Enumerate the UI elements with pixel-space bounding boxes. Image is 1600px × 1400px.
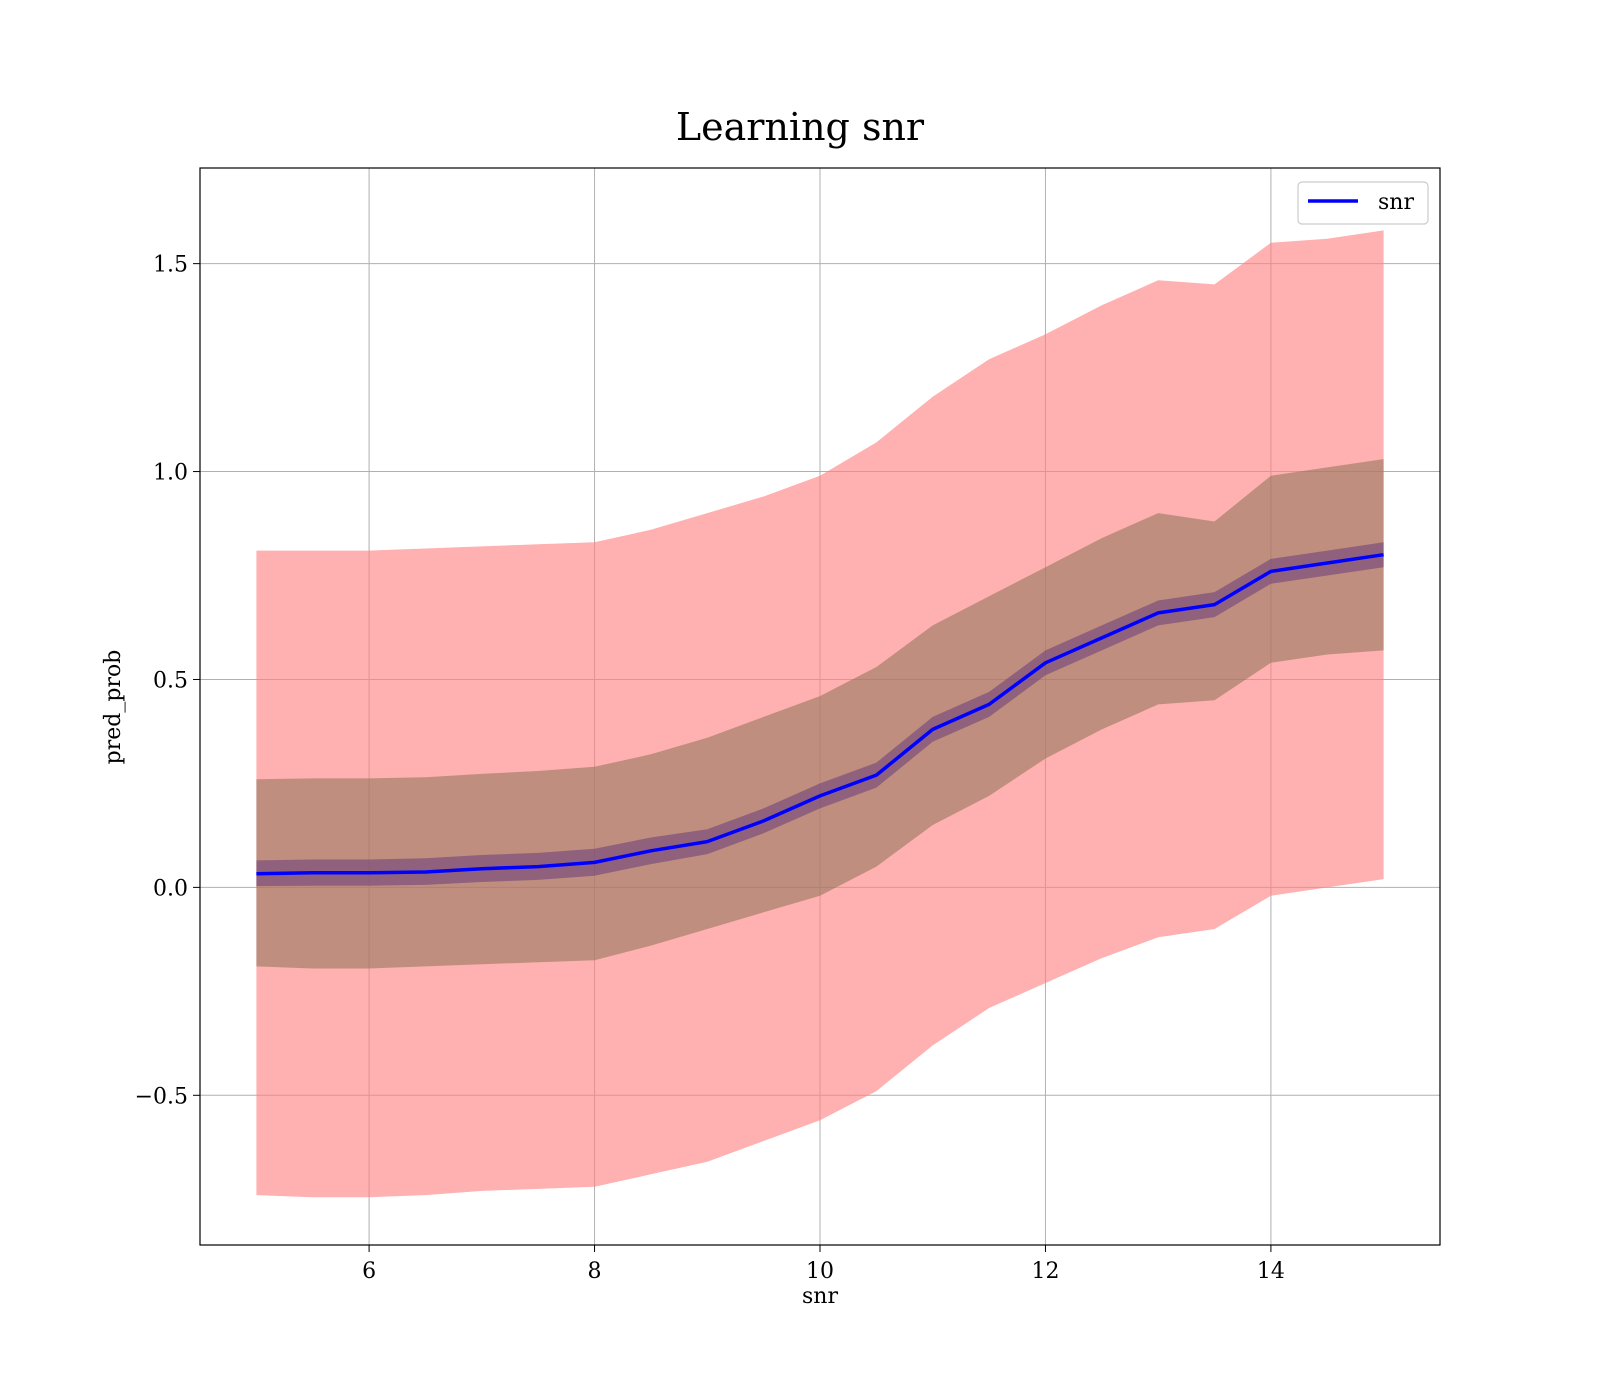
y-tick-label-2: 0.5 [153, 668, 188, 693]
x-axis-label: snr [802, 1284, 838, 1309]
x-tick-label-0: 6 [362, 1259, 376, 1284]
legend-label-snr: snr [1378, 190, 1414, 215]
chart-title: Learning snr [676, 105, 925, 149]
series-line-snr [256, 552, 1384, 876]
x-tick-label-4: 14 [1257, 1259, 1285, 1284]
confidence-bands [256, 230, 1384, 1198]
band-middle [256, 459, 1384, 969]
x-tick-label-3: 12 [1031, 1259, 1059, 1284]
x-tick-label-2: 10 [806, 1259, 834, 1284]
axis-ticks: 6 8 10 12 14 −0.5 0.0 0.5 1.0 1.5 [135, 253, 1285, 1284]
band-inner [256, 542, 1384, 887]
y-tick-label-1: 0.0 [153, 876, 188, 901]
x-tick-label-1: 8 [588, 1259, 602, 1284]
legend-box [1297, 181, 1429, 225]
legend: snr [1297, 181, 1429, 225]
y-tick-label-4: 1.5 [153, 253, 188, 278]
y-tick-label-0: −0.5 [135, 1084, 188, 1109]
y-axis-label: pred_prob [101, 650, 126, 765]
series-lines [256, 552, 1384, 876]
y-tick-label-3: 1.0 [153, 461, 188, 486]
